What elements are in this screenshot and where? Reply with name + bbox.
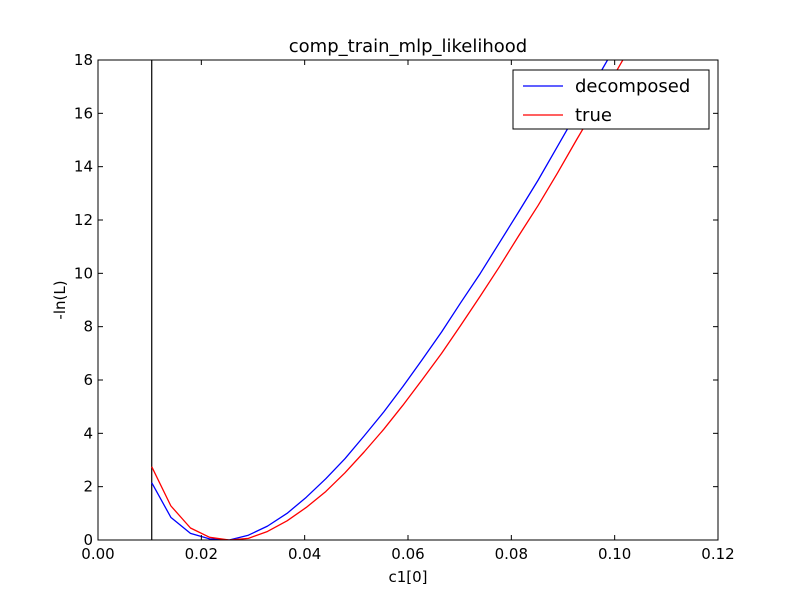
x-tick-label: 0.00 (81, 545, 114, 563)
x-tick-label: 0.10 (598, 545, 631, 563)
legend-label-true: true (575, 105, 612, 126)
x-tick-label: 0.04 (288, 545, 321, 563)
y-tick-label: 16 (74, 104, 93, 122)
x-tick-label: 0.06 (391, 545, 424, 563)
x-axis-title: c1[0] (388, 568, 427, 586)
y-tick-label: 8 (83, 318, 93, 336)
legend-box (512, 69, 710, 130)
x-tick-label: 0.08 (495, 545, 528, 563)
y-tick-label: 10 (74, 264, 93, 282)
y-tick-label: 0 (83, 531, 93, 549)
y-axis-title: -ln(L) (51, 280, 69, 319)
legend: decomposed true (512, 69, 710, 130)
y-tick-label: 14 (74, 158, 93, 176)
y-tick-label: 6 (83, 371, 93, 389)
y-tick-label: 4 (83, 424, 93, 442)
legend-label-decomposed: decomposed (575, 76, 690, 97)
x-tick-label: 0.12 (701, 545, 734, 563)
y-tick-label: 2 (83, 478, 93, 496)
x-tick-label: 0.02 (185, 545, 218, 563)
chart-title: comp_train_mlp_likelihood (289, 36, 527, 57)
y-tick-label: 18 (74, 51, 93, 69)
series-line-decomposed (151, 60, 609, 540)
axes-layer: 0.00 0.02 0.04 0.06 0.08 0.10 0.12 0 2 4 6 8 10 12 14 1… (74, 51, 735, 563)
y-tick-label: 12 (74, 211, 93, 229)
